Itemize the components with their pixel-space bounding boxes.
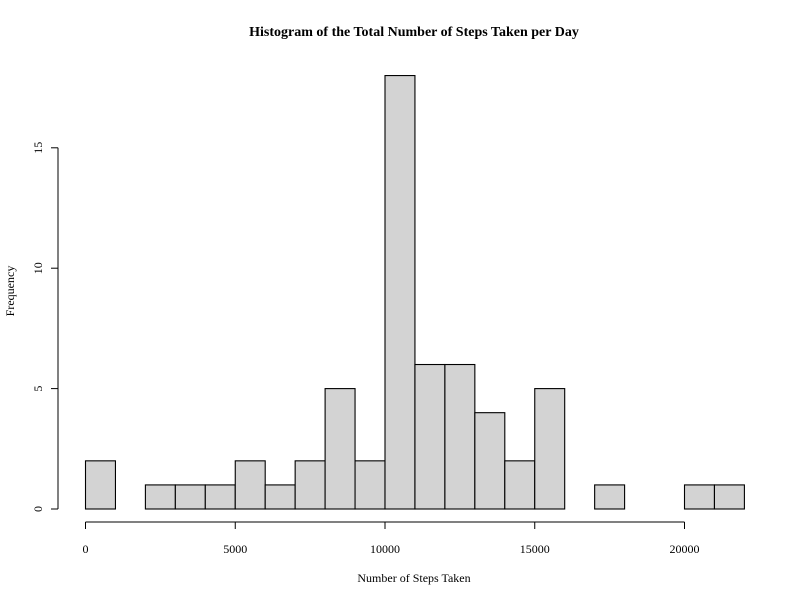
x-tick-label: 5000 xyxy=(223,542,247,556)
bars-group xyxy=(84,75,745,510)
x-tick-label: 10000 xyxy=(370,542,400,556)
histogram-bar xyxy=(84,460,117,510)
x-tick-label: 15000 xyxy=(520,542,550,556)
histogram-bar xyxy=(324,388,356,510)
histogram-bar xyxy=(234,460,266,510)
y-tick-label: 15 xyxy=(31,142,45,154)
histogram-bar xyxy=(534,388,566,510)
histogram-bar xyxy=(174,484,206,510)
histogram-bar xyxy=(354,460,386,510)
y-tick-label: 5 xyxy=(31,386,45,392)
histogram-bar xyxy=(294,460,326,510)
histogram-bar xyxy=(713,484,745,510)
x-axis-label: Number of Steps Taken xyxy=(357,571,470,585)
histogram-bar xyxy=(264,484,296,510)
histogram-bar xyxy=(474,412,506,510)
y-tick-label: 10 xyxy=(31,262,45,274)
histogram-bar xyxy=(414,363,446,510)
histogram-bar xyxy=(144,484,176,510)
histogram-bar xyxy=(204,484,236,510)
histogram-bar xyxy=(683,484,716,510)
histogram-bar xyxy=(594,484,626,510)
x-tick-label: 20000 xyxy=(670,542,700,556)
chart-title: Histogram of the Total Number of Steps T… xyxy=(249,25,579,40)
histogram-bar xyxy=(384,75,416,510)
histogram-bar xyxy=(444,363,476,510)
y-tick-label: 0 xyxy=(31,506,45,512)
histogram-bar xyxy=(504,460,536,510)
y-axis: 0 5 10 15 xyxy=(31,142,59,512)
y-axis-label: Frequency xyxy=(3,266,17,317)
x-axis: 0 5000 10000 15000 20000 xyxy=(83,521,700,556)
x-tick-label: 0 xyxy=(83,542,89,556)
